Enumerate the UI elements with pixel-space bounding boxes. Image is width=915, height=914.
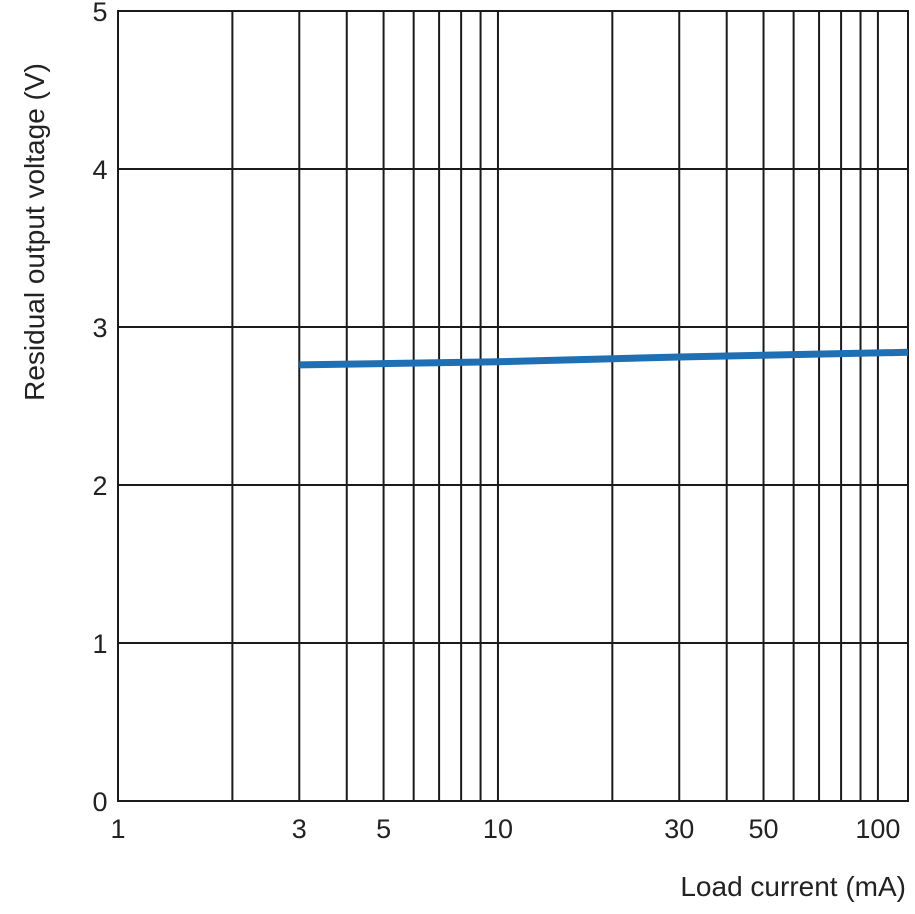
y-tick-label: 4 — [92, 155, 107, 185]
y-tick-label: 1 — [92, 629, 107, 659]
series-line — [299, 348, 909, 369]
x-tick-label: 5 — [376, 814, 391, 844]
y-axis-label: Residual output voltage (V) — [19, 63, 50, 401]
x-tick-label: 50 — [749, 814, 779, 844]
y-tick-label: 5 — [92, 0, 107, 27]
x-axis-label: Load current (mA) — [680, 871, 906, 902]
x-tick-label: 100 — [855, 814, 900, 844]
x-tick-label: 3 — [292, 814, 307, 844]
y-gridlines — [118, 10, 908, 802]
plot-frame — [117, 10, 909, 802]
y-tick-label: 3 — [92, 313, 107, 343]
x-tick-label: 10 — [483, 814, 513, 844]
x-tick-label: 1 — [110, 814, 125, 844]
series-layer — [299, 348, 909, 369]
y-tick-labels: 0 1 2 3 4 5 — [92, 0, 107, 817]
x-tick-labels: 1 3 5 10 30 50 100 — [110, 814, 900, 844]
y-tick-label: 0 — [92, 787, 107, 817]
x-gridlines — [231, 11, 879, 801]
x-tick-label: 30 — [664, 814, 694, 844]
y-tick-label: 2 — [92, 471, 107, 501]
